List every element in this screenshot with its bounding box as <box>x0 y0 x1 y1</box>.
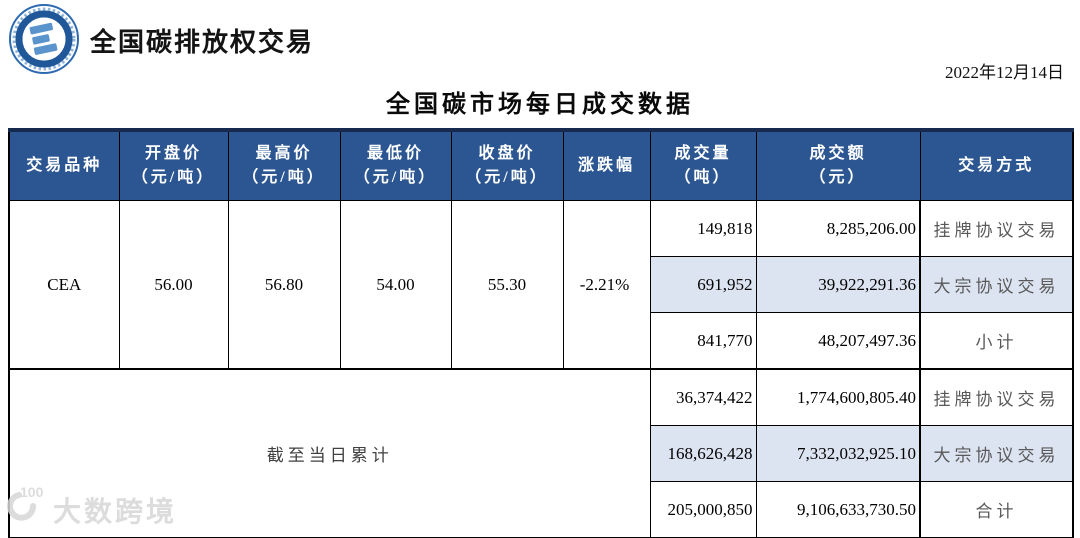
col-header-close: 收盘价 （元/吨） <box>450 129 564 201</box>
table-header-row: 交易品种 开盘价 （元/吨） 最高价 （元/吨） 最低价 （元/吨） 收盘价 （元/吨）… <box>8 129 1074 201</box>
change-pct-cell: -2.21% <box>562 200 651 370</box>
method-cell: 挂牌协议交易 <box>919 200 1074 257</box>
page-title: 全国碳市场每日成交数据 <box>386 92 694 118</box>
close-price-cell: 55.30 <box>450 200 564 370</box>
watermark: 100 大数跨境 <box>6 484 177 535</box>
report-date: 2022年12月14日 <box>945 63 1064 82</box>
col-header-variety: 交易品种 <box>8 129 120 201</box>
open-price-cell: 56.00 <box>118 200 229 370</box>
brand-name: 全国碳排放权交易 <box>90 28 315 57</box>
volume-cell: 149,818 <box>649 200 757 257</box>
col-header-open: 开盘价 （元/吨） <box>118 129 229 201</box>
amount-cell: 1,774,600,805.40 <box>755 368 921 426</box>
low-price-cell: 54.00 <box>339 200 452 370</box>
cumulative-row-block: 168,626,428 7,332,032,925.10 大宗协议交易 <box>9 425 1074 482</box>
col-header-change: 涨跌幅 <box>562 129 651 201</box>
amount-cell: 7,332,032,925.10 <box>755 425 921 482</box>
variety-cell: CEA <box>8 200 120 370</box>
volume-cell: 205,000,850 <box>649 481 757 538</box>
cumulative-row-total: 205,000,850 9,106,633,730.50 合计 <box>9 481 1074 538</box>
watermark-text: 大数跨境 <box>53 495 178 527</box>
daily-row-block: 691,952 39,922,291.36 大宗协议交易 <box>9 256 1074 313</box>
method-cell: 挂牌协议交易 <box>919 368 1074 426</box>
volume-cell: 691,952 <box>649 256 757 313</box>
amount-cell: 39,922,291.36 <box>755 256 921 313</box>
col-header-amount: 成交额 （元） <box>755 129 921 201</box>
cumulative-label-cell: 截至当日累计 <box>8 368 651 538</box>
daily-row-listed: CEA 56.00 56.80 54.00 55.30 -2.21% 149,8… <box>8 200 1074 370</box>
amount-cell: 9,106,633,730.50 <box>755 481 921 538</box>
method-cell: 小计 <box>919 312 1074 370</box>
svg-text:100: 100 <box>20 484 44 500</box>
amount-cell: 8,285,206.00 <box>755 200 921 257</box>
method-cell: 合计 <box>919 481 1074 538</box>
amount-cell: 48,207,497.36 <box>755 312 921 370</box>
volume-cell: 168,626,428 <box>649 425 757 482</box>
col-header-method: 交易方式 <box>919 129 1074 201</box>
c100-swirl-icon: 100 <box>6 484 50 535</box>
col-header-low: 最低价 （元/吨） <box>339 129 452 201</box>
col-header-volume: 成交量 （吨） <box>649 129 757 201</box>
high-price-cell: 56.80 <box>227 200 341 370</box>
method-cell: 大宗协议交易 <box>919 425 1074 482</box>
volume-cell: 841,770 <box>649 312 757 370</box>
carbon-exchange-logo-icon <box>8 3 80 75</box>
cumulative-row-listed: 截至当日累计 36,374,422 1,774,600,805.40 挂牌协议交… <box>8 368 1074 538</box>
daily-trade-table: 交易品种 开盘价 （元/吨） 最高价 （元/吨） 最低价 （元/吨） 收盘价 （元/吨）… <box>8 128 1074 538</box>
col-header-high: 最高价 （元/吨） <box>227 129 341 201</box>
method-cell: 大宗协议交易 <box>919 256 1074 313</box>
daily-row-subtotal: 841,770 48,207,497.36 小计 <box>9 312 1074 370</box>
volume-cell: 36,374,422 <box>649 368 757 426</box>
